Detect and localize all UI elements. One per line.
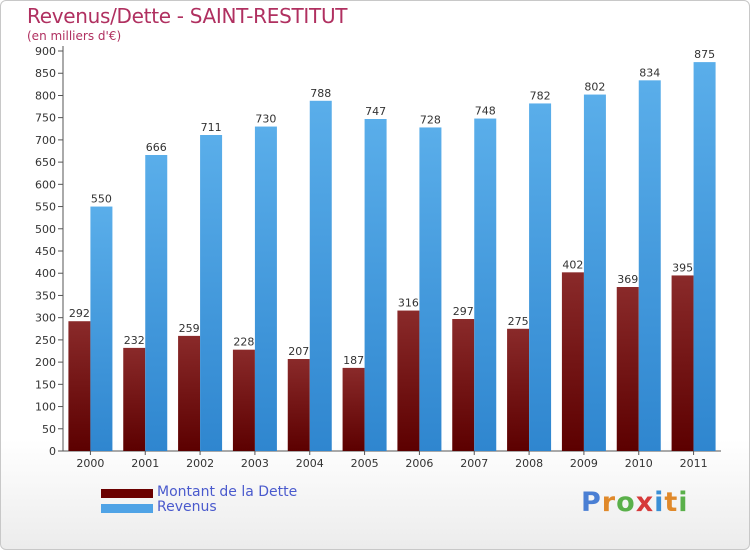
y-tick-label: 50: [42, 423, 56, 436]
bar-dette: [68, 321, 91, 451]
x-tick-label: 2010: [625, 457, 653, 470]
bar-dette: [507, 328, 530, 451]
bar-dette: [397, 310, 420, 451]
logo-letter: x: [635, 487, 655, 518]
bar-revenus: [419, 127, 442, 451]
logo-letter: t: [664, 487, 679, 518]
bar-label-revenus: 788: [310, 87, 331, 100]
y-tick-label: 500: [35, 223, 56, 236]
logo-letter: r: [601, 487, 617, 518]
logo-letter: o: [616, 487, 636, 518]
x-tick-label: 2005: [351, 457, 379, 470]
x-tick-label: 2009: [570, 457, 598, 470]
bar-dette: [342, 367, 365, 451]
bar-revenus: [529, 103, 552, 451]
bar-label-revenus: 748: [475, 105, 496, 118]
y-tick-label: 750: [35, 112, 56, 125]
legend-swatch-dette: [101, 489, 153, 498]
x-tick-label: 2001: [131, 457, 159, 470]
logo-letter: i: [678, 487, 689, 518]
bar-label-revenus: 834: [639, 66, 660, 79]
x-tick-label: 2008: [515, 457, 543, 470]
bar-label-dette: 316: [398, 297, 419, 310]
bar-label-revenus: 711: [201, 121, 222, 134]
bar-revenus: [364, 119, 387, 451]
x-tick-label: 2004: [296, 457, 324, 470]
bar-dette: [178, 335, 201, 451]
bar-label-dette: 228: [233, 336, 254, 349]
bar-revenus: [309, 100, 332, 452]
y-tick-label: 0: [49, 445, 56, 458]
bar-dette: [616, 287, 639, 451]
proxiti-logo: Proxiti: [581, 487, 689, 518]
y-tick-label: 850: [35, 67, 56, 80]
bar-revenus: [474, 118, 497, 452]
x-tick-label: 2011: [680, 457, 708, 470]
bar-dette: [561, 272, 584, 451]
y-tick-label: 100: [35, 401, 56, 414]
bar-label-revenus: 666: [146, 141, 167, 154]
bar-label-dette: 402: [562, 258, 583, 271]
legend-label-dette: Montant de la Dette: [157, 484, 298, 500]
bar-dette: [287, 359, 310, 451]
logo-letter: i: [654, 487, 665, 518]
legend-swatch-revenus: [101, 504, 153, 513]
bar-label-revenus: 802: [584, 81, 605, 94]
bar-label-dette: 259: [179, 322, 200, 335]
bar-label-revenus: 550: [91, 193, 112, 206]
bar-dette: [671, 275, 694, 451]
y-tick-label: 600: [35, 178, 56, 191]
bar-revenus: [200, 135, 223, 451]
bar-dette: [232, 349, 255, 451]
x-tick-label: 2002: [186, 457, 214, 470]
bar-revenus: [583, 94, 606, 452]
chart-subtitle: (en milliers d'€): [27, 29, 122, 43]
y-tick-label: 150: [35, 378, 56, 391]
y-tick-label: 650: [35, 156, 56, 169]
y-tick-label: 800: [35, 89, 56, 102]
bar-label-dette: 369: [617, 273, 638, 286]
y-tick-label: 400: [35, 267, 56, 280]
bar-dette: [123, 347, 146, 451]
y-tick-label: 300: [35, 312, 56, 325]
bar-label-dette: 297: [453, 305, 474, 318]
legend-label-revenus: Revenus: [157, 499, 217, 515]
bar-label-revenus: 730: [255, 113, 276, 126]
x-tick-label: 2000: [76, 457, 104, 470]
y-tick-label: 450: [35, 245, 56, 258]
bar-revenus: [638, 80, 661, 451]
bar-label-dette: 395: [672, 261, 693, 274]
y-tick-label: 250: [35, 334, 56, 347]
bar-label-dette: 292: [69, 307, 90, 320]
x-tick-label: 2006: [405, 457, 433, 470]
bar-label-dette: 275: [508, 315, 529, 328]
chart-title: Revenus/Dette - SAINT-RESTITUT: [27, 4, 348, 28]
bar-label-revenus: 875: [694, 48, 715, 61]
y-tick-label: 350: [35, 289, 56, 302]
bar-dette: [452, 319, 475, 451]
x-tick-label: 2003: [241, 457, 269, 470]
bar-revenus: [145, 155, 168, 451]
bar-revenus: [693, 62, 716, 451]
x-tick-label: 2007: [460, 457, 488, 470]
y-tick-label: 700: [35, 134, 56, 147]
bar-label-revenus: 747: [365, 105, 386, 118]
bar-label-revenus: 728: [420, 113, 441, 126]
y-tick-label: 900: [35, 45, 56, 58]
logo-letter: P: [581, 487, 602, 518]
bar-label-dette: 187: [343, 354, 364, 367]
y-tick-label: 550: [35, 201, 56, 214]
bar-label-dette: 232: [124, 334, 145, 347]
y-tick-label: 200: [35, 356, 56, 369]
bar-label-dette: 207: [288, 345, 309, 358]
bar-label-revenus: 782: [530, 89, 551, 102]
bar-revenus: [254, 126, 277, 452]
bar-revenus: [90, 206, 113, 451]
